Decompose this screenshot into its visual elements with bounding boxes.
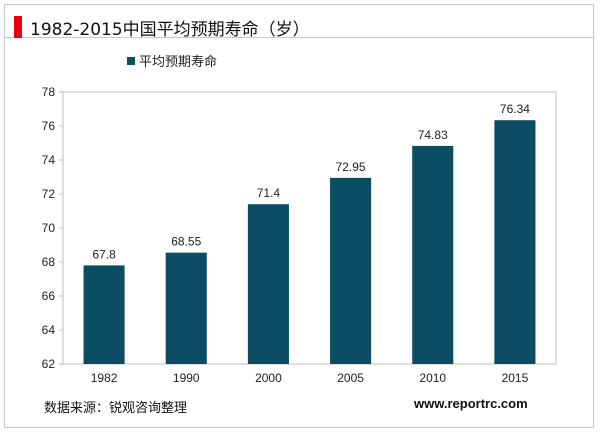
data-label: 68.55 (171, 235, 201, 249)
title-bar: 1982-2015中国平均预期寿命（岁） (4, 4, 594, 40)
bar-2000[interactable] (247, 204, 289, 364)
data-source: 数据来源：锐观咨询整理 (44, 401, 188, 416)
data-label: 72.95 (336, 160, 366, 174)
bar-1982[interactable] (83, 265, 125, 364)
y-tick-label: 68 (42, 255, 56, 269)
y-tick-label: 66 (42, 289, 56, 303)
x-tick-label: 1982 (91, 371, 118, 385)
y-tick-label: 72 (42, 187, 56, 201)
bar-1990[interactable] (165, 252, 207, 364)
y-tick-label: 74 (42, 153, 56, 167)
plot-area (62, 91, 557, 365)
x-tick-label: 2005 (337, 371, 364, 385)
website-link[interactable]: www.reportrc.com (414, 396, 528, 411)
legend-label: 平均预期寿命 (139, 54, 217, 70)
x-tick-label: 1990 (173, 371, 200, 385)
y-tick-label: 70 (42, 221, 56, 235)
chart-title: 1982-2015中国平均预期寿命（岁） (30, 20, 310, 40)
data-label: 71.4 (257, 186, 281, 200)
x-tick-label: 2010 (419, 371, 446, 385)
data-label: 67.8 (92, 247, 116, 261)
data-label: 76.34 (500, 102, 530, 116)
x-tick-label: 2015 (502, 371, 529, 385)
title-accent (14, 16, 22, 38)
y-tick-label: 78 (42, 85, 56, 99)
legend-swatch (127, 57, 135, 65)
data-label: 74.83 (418, 128, 448, 142)
bar-2005[interactable] (330, 177, 372, 364)
y-tick-label: 64 (42, 323, 56, 337)
y-tick-label: 76 (42, 119, 56, 133)
bar-2010[interactable] (412, 145, 454, 364)
x-tick-label: 2000 (255, 371, 282, 385)
bar-2015[interactable] (494, 120, 536, 364)
y-tick-label: 62 (42, 357, 56, 371)
